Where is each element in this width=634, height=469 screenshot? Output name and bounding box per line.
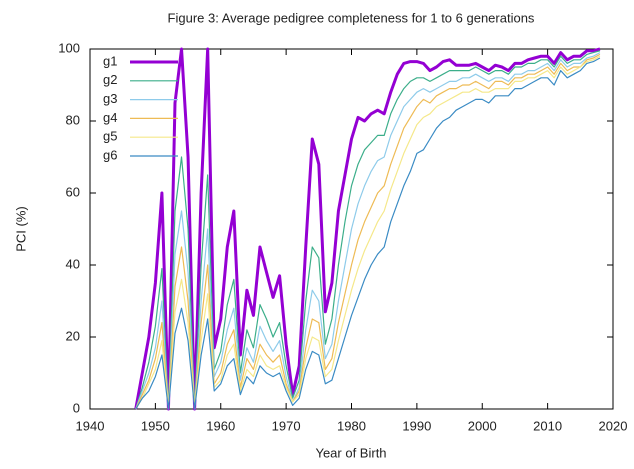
x-tick-label: 1970 xyxy=(272,418,301,433)
x-tick-label: 2010 xyxy=(533,418,562,433)
x-tick-label: 1940 xyxy=(76,418,105,433)
legend-label: g5 xyxy=(103,129,117,144)
legend-label: g6 xyxy=(103,147,117,162)
series-line xyxy=(135,50,601,410)
x-tick-label: 2020 xyxy=(599,418,628,433)
y-tick-label: 60 xyxy=(66,184,80,199)
y-tick-label: 100 xyxy=(58,40,80,55)
x-tick-label: 1950 xyxy=(141,418,170,433)
legend-label: g2 xyxy=(103,72,117,87)
chart-title: Figure 3: Average pedigree completeness … xyxy=(168,10,535,25)
x-tick-label: 1990 xyxy=(402,418,431,433)
legend-label: g1 xyxy=(103,53,117,68)
series-line xyxy=(135,55,601,410)
series-line xyxy=(134,47,601,411)
legend-label: g3 xyxy=(103,91,117,106)
x-tick-label: 1960 xyxy=(206,418,235,433)
series-line xyxy=(135,57,601,410)
legend-label: g4 xyxy=(103,110,117,125)
x-axis-label: Year of Birth xyxy=(315,445,386,460)
y-tick-label: 80 xyxy=(66,112,80,127)
x-tick-label: 2000 xyxy=(468,418,497,433)
y-tick-label: 0 xyxy=(73,400,80,415)
y-tick-label: 20 xyxy=(66,328,80,343)
x-tick-label: 1980 xyxy=(337,418,366,433)
series-line xyxy=(135,52,601,410)
y-tick-label: 40 xyxy=(66,256,80,271)
y-axis-label: PCI (%) xyxy=(13,206,28,252)
